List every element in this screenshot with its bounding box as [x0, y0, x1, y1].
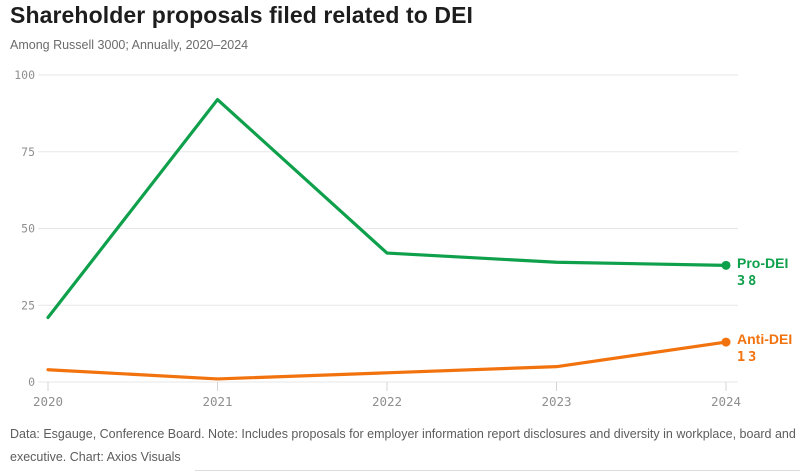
pro-dei-line: [46, 97, 728, 320]
footer-note: Data: Esgauge, Conference Board. Note: I…: [10, 423, 796, 469]
y-axis-tick-label: 100: [14, 68, 35, 82]
y-axis-tick-label: 75: [21, 145, 35, 159]
series-label-pro-dei: Pro-DEI 38: [737, 255, 788, 289]
pro-dei-end-dot: [721, 260, 731, 270]
x-axis-tick-label: 2020: [33, 394, 63, 409]
page-title: Shareholder proposals filed related to D…: [10, 2, 474, 28]
x-axis-tick-label: 2021: [202, 394, 232, 409]
y-axis-tick-label: 50: [21, 222, 35, 236]
chart-subtitle: Among Russell 3000; Annually, 2020–2024: [10, 38, 249, 52]
anti-dei-value: 13: [737, 349, 760, 365]
anti-dei-name: Anti-DEI: [737, 331, 793, 347]
anti-dei-end-dot: [721, 337, 731, 347]
anti-dei-line: [46, 340, 728, 381]
footer-line-1: Data: Esgauge, Conference Board. Note: I…: [10, 427, 796, 441]
pro-dei-value: 38: [737, 273, 760, 289]
x-axis-tick-label: 2023: [541, 394, 571, 409]
y-axis-tick-label: 0: [28, 375, 35, 389]
footer-line-2: executive. Chart: Axios Visuals: [10, 450, 181, 464]
y-axis-tick-label: 25: [21, 298, 35, 312]
series-label-anti-dei: Anti-DEI 13: [737, 331, 792, 365]
x-axis-tick-label: 2022: [372, 394, 402, 409]
x-axis-tick-label: 2024: [711, 394, 741, 409]
pro-dei-name: Pro-DEI: [737, 255, 789, 271]
